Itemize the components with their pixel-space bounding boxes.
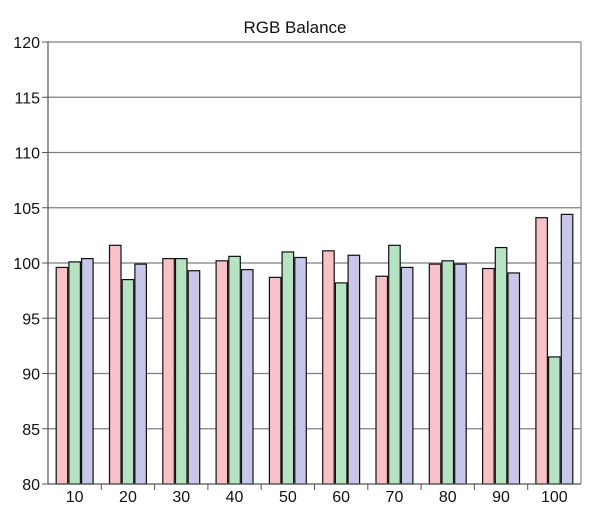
bar bbox=[134, 263, 147, 485]
bar bbox=[268, 276, 282, 485]
chart-title: RGB Balance bbox=[244, 18, 347, 37]
x-tick-label: 60 bbox=[332, 489, 350, 506]
bar bbox=[507, 272, 521, 485]
bar bbox=[388, 244, 401, 485]
bar bbox=[428, 263, 442, 485]
x-tick-label: 100 bbox=[541, 489, 568, 506]
bar bbox=[215, 260, 229, 485]
x-tick-label: 90 bbox=[492, 489, 510, 506]
y-tick-label: 95 bbox=[22, 311, 40, 328]
y-tick-label: 105 bbox=[13, 201, 40, 218]
x-tick-label: 40 bbox=[226, 489, 244, 506]
y-tick-label: 110 bbox=[14, 146, 40, 163]
y-tick-label: 85 bbox=[22, 422, 40, 439]
bar bbox=[535, 217, 549, 485]
y-tick-label: 100 bbox=[13, 256, 40, 273]
bar bbox=[454, 263, 467, 485]
bar bbox=[174, 257, 188, 485]
x-tick-label: 50 bbox=[279, 489, 297, 506]
x-tick-label: 30 bbox=[172, 489, 190, 506]
bar bbox=[108, 244, 122, 485]
x-axis-tick-labels: 10 20 30 40 50 60 70 80 90 100 bbox=[66, 484, 568, 506]
bar bbox=[560, 213, 574, 485]
y-axis-tick-labels: 80 85 90 95 100 105 110 115 120 bbox=[13, 35, 48, 494]
x-tick-label: 10 bbox=[66, 489, 84, 506]
x-tick-label: 70 bbox=[386, 489, 404, 506]
bar bbox=[68, 261, 82, 485]
x-tick-label: 80 bbox=[439, 489, 457, 506]
bar bbox=[228, 255, 241, 485]
bar bbox=[375, 275, 389, 485]
bar bbox=[334, 282, 348, 485]
y-tick-label: 80 bbox=[22, 477, 40, 494]
bar bbox=[240, 269, 254, 485]
bar bbox=[121, 278, 135, 485]
bar bbox=[281, 251, 295, 485]
bar bbox=[347, 254, 361, 485]
y-tick-label: 120 bbox=[13, 35, 40, 52]
bar bbox=[55, 266, 69, 485]
y-tick-label: 115 bbox=[14, 90, 40, 107]
bar bbox=[187, 270, 201, 485]
bars bbox=[55, 213, 574, 485]
bar bbox=[322, 250, 335, 485]
bar bbox=[482, 267, 495, 485]
y-tick-label: 90 bbox=[22, 367, 40, 384]
x-tick-label: 20 bbox=[119, 489, 137, 506]
bar bbox=[494, 246, 508, 485]
bar bbox=[162, 257, 175, 485]
bar bbox=[547, 356, 561, 485]
bar bbox=[400, 266, 414, 485]
bar bbox=[441, 260, 455, 485]
bar bbox=[294, 256, 307, 485]
bar bbox=[80, 257, 94, 485]
